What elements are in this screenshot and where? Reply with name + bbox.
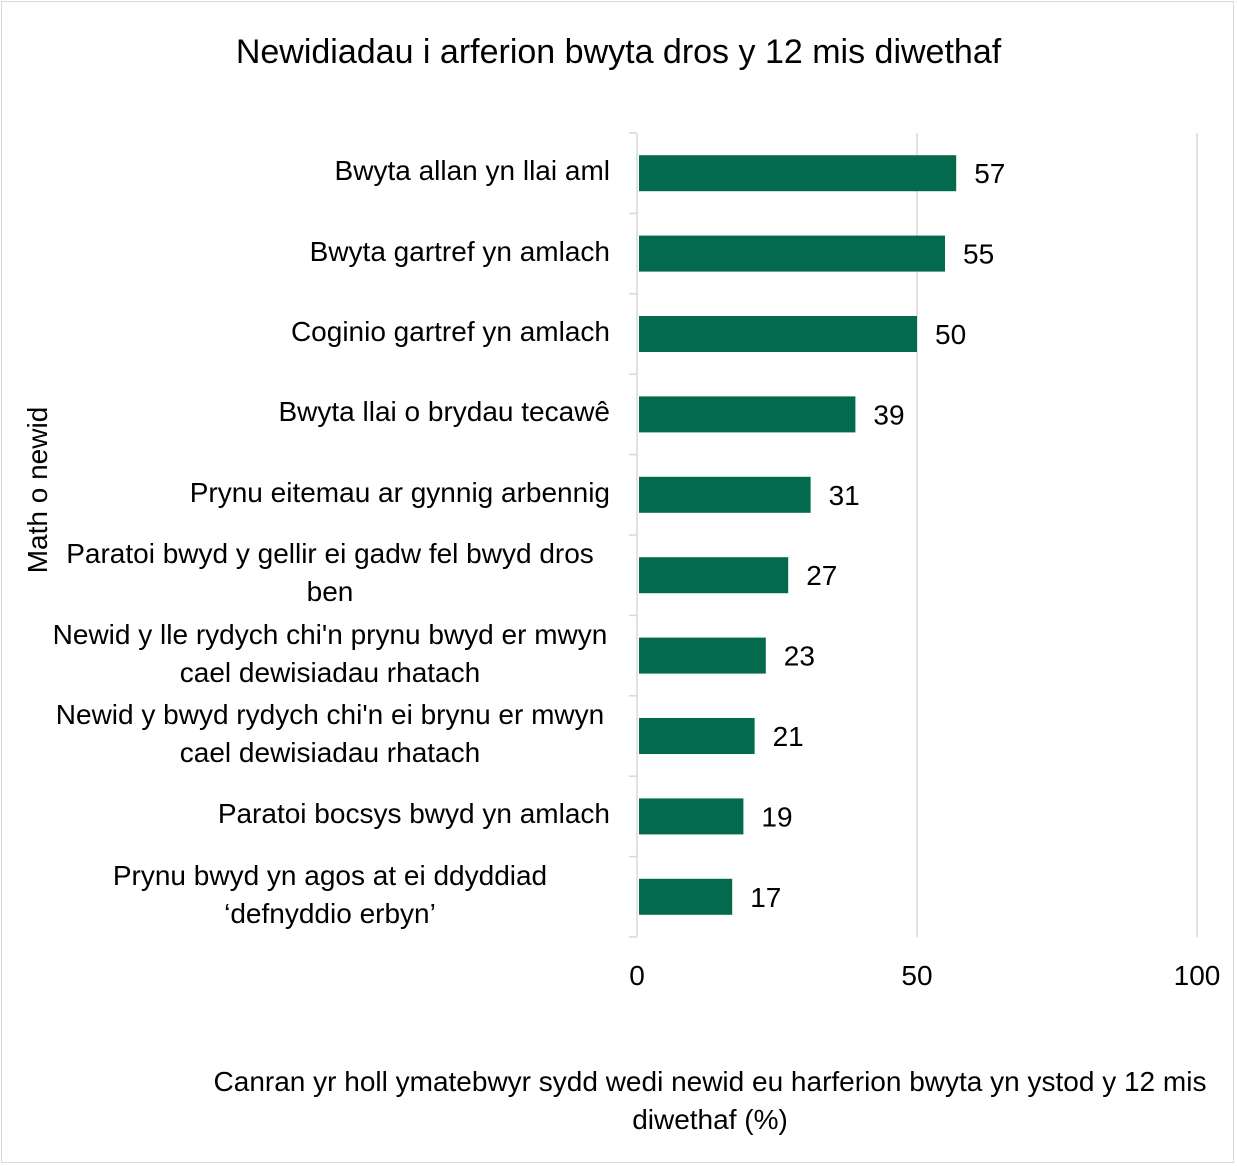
data-label: 50	[935, 319, 966, 350]
bar	[639, 637, 766, 674]
bar	[639, 878, 733, 915]
category-label: Coginio gartref yn amlach	[290, 316, 610, 347]
bar	[639, 155, 957, 192]
data-label: 39	[873, 399, 904, 430]
data-label: 23	[784, 641, 815, 672]
data-label: 17	[750, 882, 781, 913]
category-label: Paratoi bocsys bwyd yn amlach	[217, 798, 610, 830]
category-label: Prynu eitemau ar gynnig arbennig	[189, 476, 610, 508]
data-label: 27	[806, 560, 837, 591]
bar	[639, 476, 811, 513]
bar	[639, 235, 945, 272]
bar	[639, 316, 917, 352]
x-tick-label: 50	[901, 960, 933, 991]
x-tick-label: 0	[629, 960, 645, 991]
data-label: 19	[761, 801, 792, 832]
data-label: 57	[974, 158, 1005, 189]
data-label: 55	[963, 239, 994, 270]
category-label: Newid y lle rydych chi'n prynu bwyd er m…	[52, 618, 608, 688]
category-label: Newid y bwyd rydych chi'n ei brynu er mw…	[55, 699, 605, 768]
category-label: Bwyta gartref yn amlach	[309, 235, 610, 267]
data-label: 31	[829, 480, 860, 511]
category-label: Paratoi bwyd y gellir ei gadw fel bwyd d…	[66, 538, 594, 608]
category-label: Bwyta allan yn llai aml	[334, 155, 610, 187]
x-axis-title: Canran yr holl ymatebwyr sydd wedi newid…	[213, 1066, 1207, 1135]
bar	[639, 798, 744, 835]
category-label: Prynu bwyd yn agos at ei ddyddiad ‘defny…	[112, 859, 548, 929]
data-label: 21	[773, 721, 804, 752]
bar	[639, 557, 789, 594]
chart-title: Newidiadau i arferion bwyta dros y 12 mi…	[235, 33, 1002, 71]
x-tick-label: 100	[1173, 960, 1221, 991]
bar	[639, 396, 856, 433]
bar	[639, 718, 755, 754]
category-label: Bwyta llai o brydau tecawê	[278, 396, 610, 428]
